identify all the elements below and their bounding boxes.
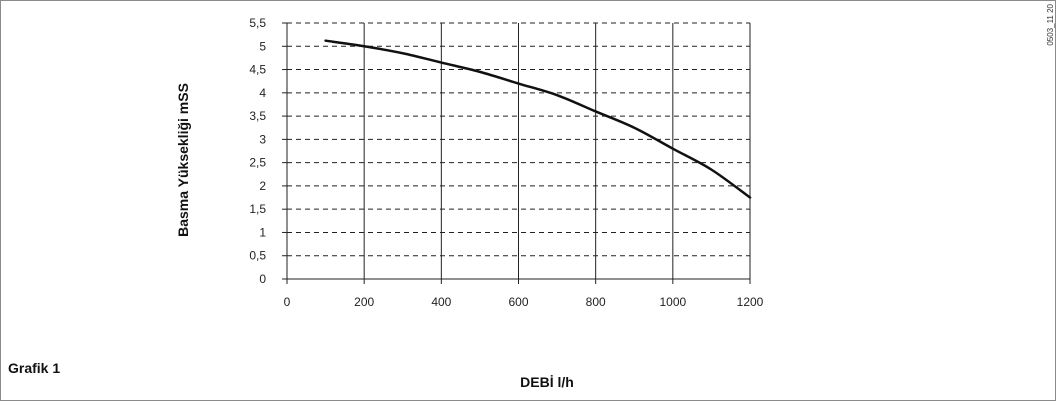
- y-tick-label: 0: [259, 272, 266, 286]
- y-tick-label: 0,5: [249, 249, 266, 263]
- x-tick-label: 1000: [659, 295, 686, 309]
- grid: [287, 22, 751, 279]
- series-line: [324, 39, 752, 199]
- x-tick-labels: 0 200 400 600 800 1000 1200: [284, 295, 764, 309]
- x-tick-label: 200: [354, 295, 374, 309]
- figure-caption: Grafik 1: [8, 360, 61, 376]
- x-tick-label: 800: [586, 295, 606, 309]
- y-tick-label: 2,5: [249, 156, 266, 170]
- y-tick-label: 2: [259, 179, 266, 193]
- y-tick-label: 3: [259, 132, 266, 146]
- x-tick-label: 600: [508, 295, 528, 309]
- figure-code: 0503_11 20: [1046, 4, 1055, 46]
- x-axis-title: DEBİ l/h: [520, 374, 574, 390]
- y-tick-label: 1: [259, 225, 266, 239]
- y-tick-label: 4,5: [249, 63, 266, 77]
- x-tick-label: 400: [431, 295, 451, 309]
- x-tick-label: 0: [284, 295, 291, 309]
- y-tick-labels: 0 0,5 1 1,5 2 2,5 3 3,5 4 4,5 5 5,5: [249, 16, 266, 286]
- y-tick-label: 3,5: [249, 109, 266, 123]
- x-tick-label: 1200: [737, 295, 764, 309]
- y-axis-title: Basma Yüksekliği mSS: [175, 83, 191, 237]
- y-tick-label: 5,5: [249, 16, 266, 30]
- y-tick-label: 5: [259, 39, 266, 53]
- y-tick-label: 4: [259, 86, 266, 100]
- y-tick-label: 1,5: [249, 202, 266, 216]
- axes: [282, 22, 751, 284]
- series: [324, 39, 752, 199]
